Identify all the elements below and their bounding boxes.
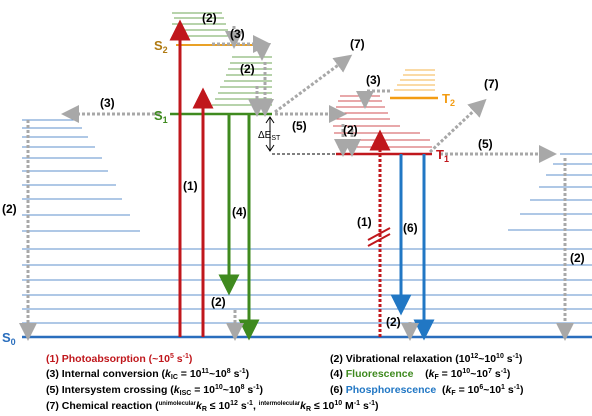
label-7-t1: (7) — [484, 77, 499, 91]
label-3-left: (3) — [100, 96, 115, 110]
label-5-isc-s1: (5) — [292, 119, 307, 133]
legend-vibrational-relaxation: (2) Vibrational relaxation (1012~1010 s-… — [330, 353, 522, 365]
label-3-s2s1: (3) — [230, 27, 245, 41]
s2-label: S2 — [154, 38, 168, 55]
label-7-s1: (7) — [350, 37, 365, 51]
delta-est-label: ΔEST — [258, 130, 281, 142]
t2-label: T2 — [442, 91, 455, 108]
label-1-forbidden: (1) — [357, 215, 372, 229]
legend-photoabsorption: (1) Photoabsorption (~105 s-1) — [46, 353, 192, 365]
label-4-fluorescence: (4) — [232, 205, 247, 219]
t1-vibrational-levels — [333, 95, 432, 148]
label-2-t1: (2) — [343, 123, 358, 137]
dotted-process-arrows — [19, 26, 574, 341]
legend-intersystem-crossing: (5) Intersystem crossing (kISC = 1010~10… — [46, 384, 263, 397]
legend-fluorescence: (4) Fluorescence (kF = 1010~107 s-1) — [330, 368, 510, 381]
label-1-absorption: (1) — [183, 179, 198, 193]
legend-internal-conversion: (3) Internal conversion (kIC = 1011~108 … — [46, 368, 249, 381]
legend-chemical-reaction: (7) Chemical reaction (unimolecularkR ≤ … — [46, 400, 379, 413]
label-2-s2: (2) — [202, 11, 217, 25]
label-2-right: (2) — [570, 251, 585, 265]
label-6-phosphorescence: (6) — [403, 221, 418, 235]
forbidden-mark — [367, 227, 391, 247]
s0-vibrational-levels — [22, 119, 592, 324]
s1-label: S1 — [154, 108, 168, 125]
legend: (1) Photoabsorption (~105 s-1) (2) Vibra… — [46, 353, 523, 413]
label-5-isc-t1: (5) — [478, 137, 493, 151]
s0-label: S0 — [2, 330, 16, 347]
label-2-s0-fluor: (2) — [211, 295, 226, 309]
label-2-s0-phos: (2) — [386, 315, 401, 329]
label-3-t2: (3) — [366, 73, 381, 87]
legend-phosphorescence: (6) Phosphorescence (kF = 106~101 s-1) — [330, 384, 523, 397]
t1-label: T1 — [436, 147, 449, 164]
label-2-s1: (2) — [240, 62, 255, 76]
t2-vibrational-levels — [394, 69, 435, 91]
label-2-left: (2) — [2, 202, 17, 216]
